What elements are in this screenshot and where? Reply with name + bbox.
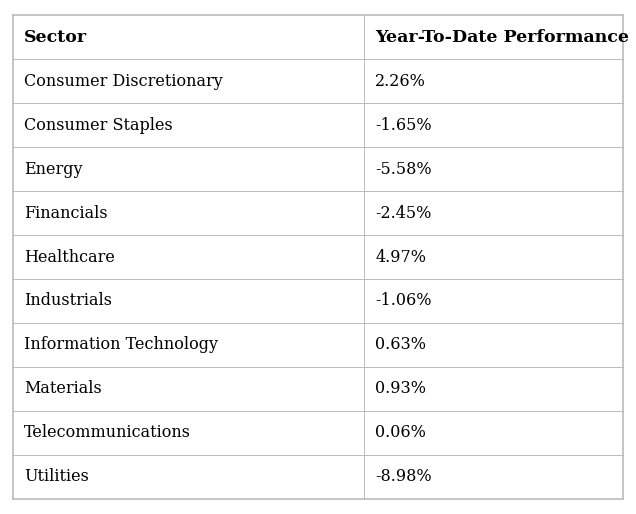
Text: -1.65%: -1.65% [375,117,432,134]
Text: Energy: Energy [24,161,83,178]
Text: Financials: Financials [24,205,107,222]
Text: Consumer Staples: Consumer Staples [24,117,173,134]
Text: Year-To-Date Performance: Year-To-Date Performance [375,29,629,46]
Text: -1.06%: -1.06% [375,292,432,309]
Text: Healthcare: Healthcare [24,248,115,266]
Text: Industrials: Industrials [24,292,112,309]
Text: 2.26%: 2.26% [375,73,426,90]
Text: -8.98%: -8.98% [375,468,432,485]
Text: Consumer Discretionary: Consumer Discretionary [24,73,223,90]
Text: -2.45%: -2.45% [375,205,432,222]
Text: 0.63%: 0.63% [375,336,426,353]
Text: -5.58%: -5.58% [375,161,432,178]
Text: 0.93%: 0.93% [375,380,426,397]
Text: Telecommunications: Telecommunications [24,424,191,441]
Text: Sector: Sector [24,29,87,46]
Text: Utilities: Utilities [24,468,89,485]
Text: Information Technology: Information Technology [24,336,218,353]
Text: 0.06%: 0.06% [375,424,426,441]
Text: Materials: Materials [24,380,102,397]
Text: 4.97%: 4.97% [375,248,426,266]
